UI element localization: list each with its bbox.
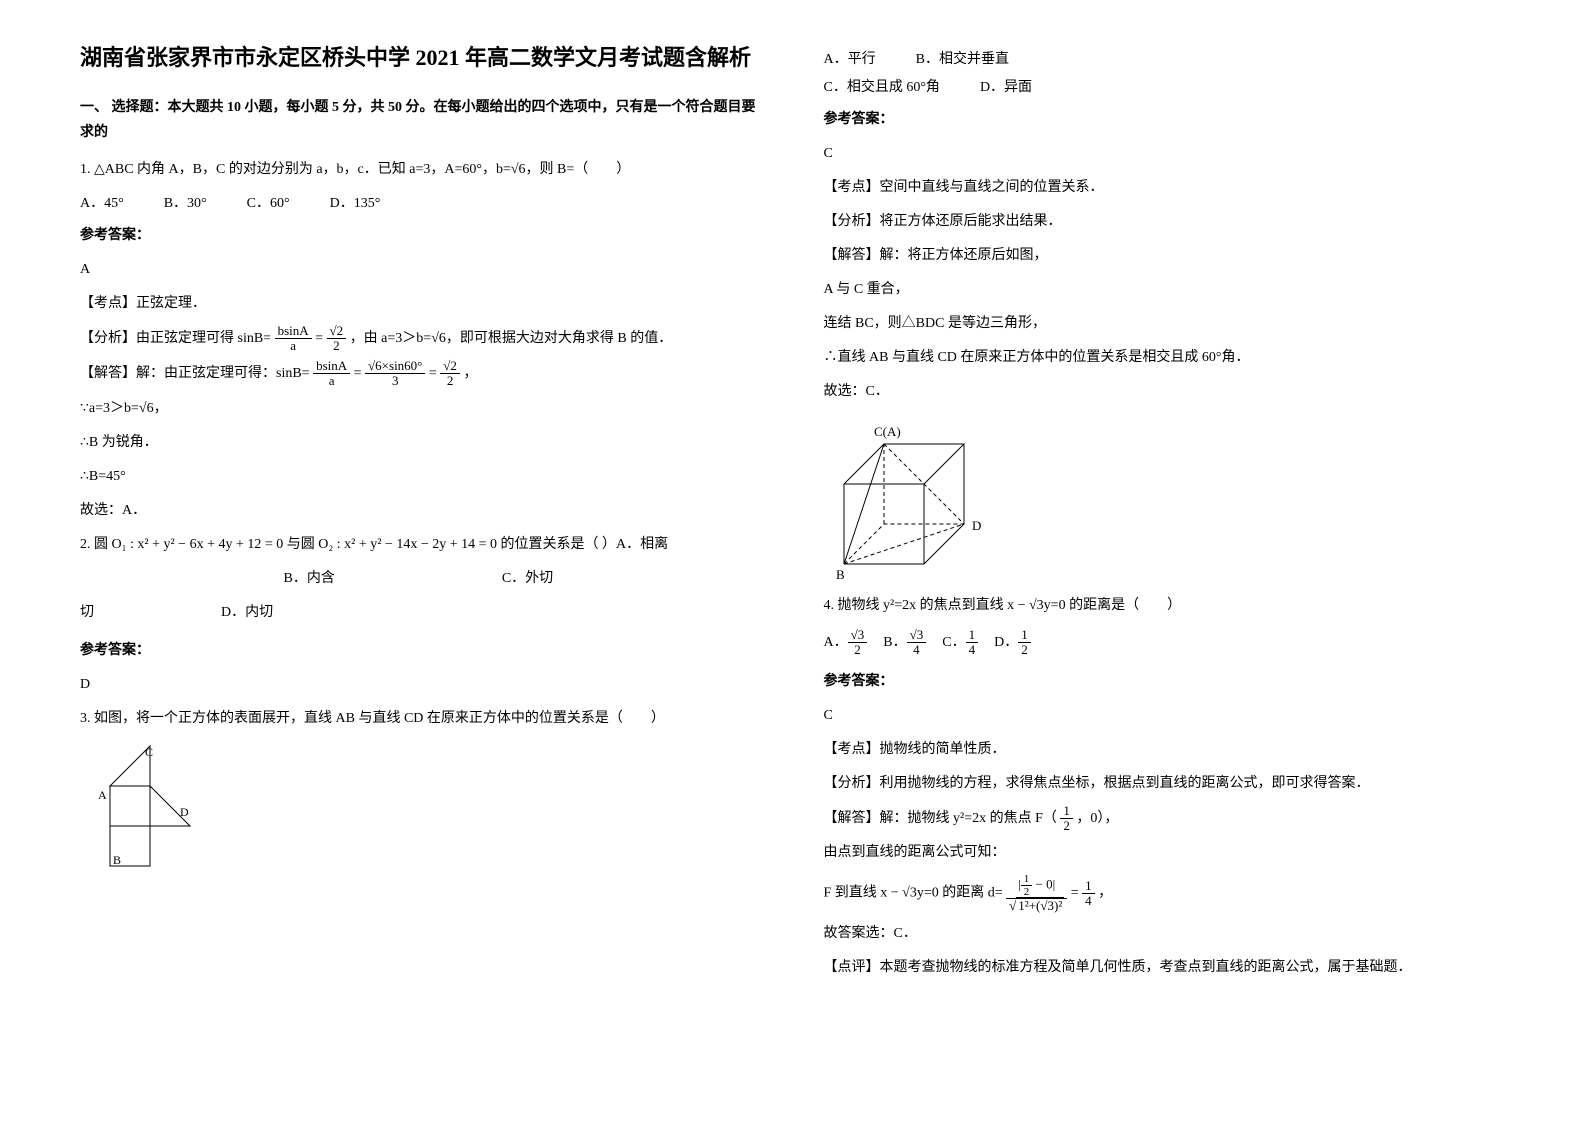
q1-l2: ∴B 为锐角． <box>80 429 764 457</box>
q3-stem: 3. 如图，将一个正方体的表面展开，直线 AB 与直线 CD 在原来正方体中的位… <box>80 705 764 733</box>
frac-1-2: 12 <box>1060 804 1073 834</box>
frac-sqrt6-sin60-3: √6×sin60°3 <box>365 359 425 389</box>
q1-stem: 1. △ABC 内角 A，B，C 的对边分别为 a，b，c．已知 a=3，A=6… <box>80 156 764 184</box>
q3-kd: 【考点】空间中直线与直线之间的位置关系． <box>824 174 1508 202</box>
q2-opt-b: B．内含 <box>284 571 335 586</box>
q4-pp: 【点评】本题考查抛物线的标准方程及简单几何性质，考查点到直线的距离公式，属于基础… <box>824 954 1508 982</box>
q3-l1: A 与 C 重合， <box>824 276 1508 304</box>
q1-jieda: 【解答】解：由正弦定理可得：sinB= bsinAa = √6×sin60°3 … <box>80 359 764 389</box>
q1-fx-a: 【分析】由正弦定理可得 sinB= <box>80 331 271 346</box>
q2-stem-line1: 2. 圆 O₁ : x² + y² − 6x + 4y + 12 = 0 与圆 … <box>80 531 764 559</box>
q1-l3: ∴B=45° <box>80 463 764 491</box>
q3-options-row1: A．平行 B．相交并垂直 <box>824 48 1508 68</box>
q4-opt-c: C．14 <box>942 628 978 658</box>
q1-opt-c: C．60° <box>247 192 290 212</box>
svg-text:B: B <box>113 853 121 867</box>
q4-ans: C <box>824 702 1508 730</box>
q3-l4: 故选：C． <box>824 378 1508 406</box>
q2-ans: D <box>80 671 764 699</box>
q3-ans: C <box>824 140 1508 168</box>
frac-bsina-a: bsinAa <box>275 324 312 354</box>
q3-opt-c: C．相交且成 60°角 <box>824 76 940 96</box>
q4-opt-a: A．√32 <box>824 628 868 658</box>
q3-unfolded-figure: C A D B <box>80 741 200 881</box>
q1-opt-b: B．30° <box>164 192 207 212</box>
q3-ans-label: 参考答案： <box>824 106 1508 134</box>
left-column: 湖南省张家界市市永定区桥头中学 2021 年高二数学文月考试题含解析 一、 选择… <box>80 40 764 988</box>
q1-opt-d: D．135° <box>330 192 381 212</box>
q4-opt-b: B．√34 <box>883 628 926 658</box>
svg-text:C(A): C(A) <box>874 424 901 439</box>
q3-options-row2: C．相交且成 60°角 D．异面 <box>824 76 1508 96</box>
frac-sqrt2-2-b: √22 <box>440 359 460 389</box>
q1-fenxi: 【分析】由正弦定理可得 sinB= bsinAa = √22 ，由 a=3＞b=… <box>80 324 764 354</box>
doc-title: 湖南省张家界市市永定区桥头中学 2021 年高二数学文月考试题含解析 <box>80 40 764 75</box>
q2-opt-d: D．内切 <box>221 605 273 620</box>
q1-kaodian: 【考点】正弦定理． <box>80 290 764 318</box>
q4-jd-a: 【解答】解：抛物线 y²=2x 的焦点 F（ <box>824 811 1057 826</box>
q4-ans-label: 参考答案： <box>824 668 1508 696</box>
q1-opt-a: A．45° <box>80 192 124 212</box>
q4-opt-d: D．12 <box>994 628 1031 658</box>
q2-stem-line3: 切 D．内切 <box>80 599 764 627</box>
q4-jd: 【解答】解：抛物线 y²=2x 的焦点 F（ 12 ，0）， <box>824 804 1508 834</box>
q3-l2: 连结 BC，则△BDC 是等边三角形， <box>824 310 1508 338</box>
q1-jd-a: 【解答】解：由正弦定理可得：sinB= <box>80 366 310 381</box>
q1-fx-b: ，由 a=3＞b=√6，即可根据大边对大角求得 B 的值． <box>350 331 673 346</box>
q4-l2-b: ， <box>1098 886 1112 901</box>
frac-dist: |12 − 0| √1²+(√3)² <box>1006 873 1067 913</box>
svg-text:D: D <box>180 805 189 819</box>
q2-ans-label: 参考答案： <box>80 637 764 665</box>
q1-l4: 故选：A． <box>80 497 764 525</box>
q4-stem: 4. 抛物线 y²=2x 的焦点到直线 x − √3y=0 的距离是（ ） <box>824 592 1508 620</box>
right-column: A．平行 B．相交并垂直 C．相交且成 60°角 D．异面 参考答案： C 【考… <box>824 40 1508 988</box>
q2-opt-c: C．外切 <box>502 571 553 586</box>
q1-l1: ∵a=3＞b=√6， <box>80 395 764 423</box>
q1-options: A．45° B．30° C．60° D．135° <box>80 192 764 212</box>
svg-text:C: C <box>145 745 153 759</box>
q3-cube-figure: C(A) D B <box>824 414 1014 584</box>
q3-opt-b: B．相交并垂直 <box>916 48 1009 68</box>
frac-sqrt2-2: √22 <box>327 324 347 354</box>
q4-options: A．√32 B．√34 C．14 D．12 <box>824 628 1508 658</box>
q3-jd: 【解答】解：将正方体还原后如图， <box>824 242 1508 270</box>
q4-l1: 由点到直线的距离公式可知： <box>824 839 1508 867</box>
q4-l2-a: F 到直线 x − √3y=0 的距离 d= <box>824 886 1003 901</box>
svg-text:B: B <box>836 567 845 582</box>
q4-jd-b: ，0）， <box>1076 811 1118 826</box>
q1-ans: A <box>80 256 764 284</box>
q4-kd: 【考点】抛物线的简单性质． <box>824 736 1508 764</box>
q2-stem-line2: B．内含 C．外切 <box>80 565 764 593</box>
svg-text:D: D <box>972 518 981 533</box>
section-1-head: 一、 选择题：本大题共 10 小题，每小题 5 分，共 50 分。在每小题给出的… <box>80 95 764 145</box>
q3-opt-d: D．异面 <box>980 76 1032 96</box>
frac-1-4: 14 <box>1082 879 1095 909</box>
q1-jd-b: ， <box>463 366 477 381</box>
q4-l3: 故答案选：C． <box>824 920 1508 948</box>
q3-opt-a: A．平行 <box>824 48 876 68</box>
q3-fx: 【分析】将正方体还原后能求出结果． <box>824 208 1508 236</box>
frac-bsina-a-2: bsinAa <box>313 359 350 389</box>
q4-fx: 【分析】利用抛物线的方程，求得焦点坐标，根据点到直线的距离公式，即可求得答案． <box>824 770 1508 798</box>
q1-ans-label: 参考答案： <box>80 222 764 250</box>
q3-l3: ∴直线 AB 与直线 CD 在原来正方体中的位置关系是相交且成 60°角． <box>824 344 1508 372</box>
svg-text:A: A <box>98 788 107 802</box>
q4-l2: F 到直线 x − √3y=0 的距离 d= |12 − 0| √1²+(√3)… <box>824 873 1508 913</box>
